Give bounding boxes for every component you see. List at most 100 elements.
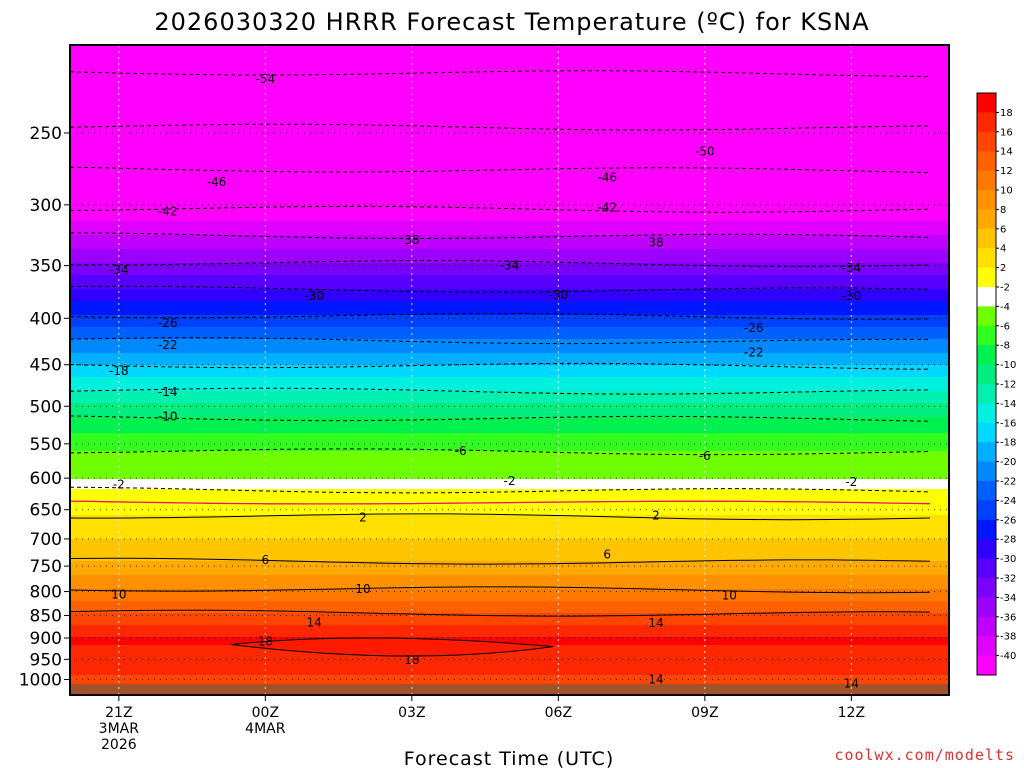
temperature-band xyxy=(70,107,949,110)
isotherm-line xyxy=(70,232,931,239)
contour-label: -14 xyxy=(158,385,178,399)
temperature-band xyxy=(70,315,949,318)
temperature-band xyxy=(70,187,949,190)
temperature-band xyxy=(70,509,949,512)
colorbar-segment xyxy=(977,597,996,618)
temperature-band xyxy=(70,663,949,666)
isotherm-contours xyxy=(70,70,931,657)
temperature-band xyxy=(70,605,949,608)
temperature-band xyxy=(70,271,949,274)
colorbar-segment xyxy=(977,364,996,385)
temperature-band xyxy=(70,435,949,438)
temperature-band xyxy=(70,321,949,324)
temperature-band xyxy=(70,485,949,488)
temperature-band xyxy=(70,519,949,522)
temperature-band xyxy=(70,527,949,530)
temperature-band xyxy=(70,383,949,386)
temperature-band xyxy=(70,541,949,544)
temperature-band xyxy=(70,507,949,510)
colorbar-tick-label: 18 xyxy=(1000,108,1013,119)
temperature-band xyxy=(70,189,949,192)
temperature-band xyxy=(70,279,949,282)
temperature-band xyxy=(70,653,949,656)
temperature-band xyxy=(70,199,949,202)
colorbar-segment xyxy=(977,287,996,307)
colorbar-segment xyxy=(977,500,996,521)
temperature-band xyxy=(70,295,949,298)
temperature-band xyxy=(70,447,949,450)
temperature-band xyxy=(70,639,949,642)
temperature-band xyxy=(70,611,949,614)
colorbar-segment xyxy=(977,209,996,230)
temperature-band xyxy=(70,139,949,142)
temperature-band xyxy=(70,625,949,628)
temperature-band xyxy=(70,561,949,564)
temperature-band xyxy=(70,47,949,50)
temperature-band xyxy=(70,361,949,364)
contour-label: -26 xyxy=(744,321,764,335)
temperature-band xyxy=(70,95,949,98)
contour-label: 38 xyxy=(404,233,419,247)
colorbar-tick-label: -20 xyxy=(1000,457,1016,468)
contour-label: -34 xyxy=(842,261,862,275)
contour-label: 14 xyxy=(648,673,663,687)
temperature-band xyxy=(70,497,949,500)
temperature-band xyxy=(70,121,949,124)
contour-label: -6 xyxy=(699,449,711,463)
colorbar-segment xyxy=(977,112,996,133)
contour-label: -18 xyxy=(109,364,129,378)
temperature-band xyxy=(70,135,949,138)
temperature-band xyxy=(70,677,949,680)
temperature-band xyxy=(70,85,949,88)
temperature-band xyxy=(70,151,949,154)
temperature-band xyxy=(70,503,949,506)
temperature-band xyxy=(70,511,949,514)
temperature-band xyxy=(70,367,949,370)
temperature-band xyxy=(70,385,949,388)
contour-label: -30 xyxy=(304,289,324,303)
colorbar-tick-label: -40 xyxy=(1000,651,1016,662)
y-tick-label: 950 xyxy=(30,650,62,670)
temperature-band xyxy=(70,201,949,204)
contour-label: -54 xyxy=(256,72,276,86)
isotherm-line xyxy=(70,205,931,213)
temperature-band xyxy=(70,439,949,442)
temperature-band xyxy=(70,465,949,468)
y-axis: 250 300 350 400 450 500 550 600 650 700 750 800 850 9… xyxy=(19,124,70,691)
temperature-band xyxy=(70,289,949,292)
temperature-band xyxy=(70,159,949,162)
temperature-band xyxy=(70,407,949,410)
temperature-band xyxy=(70,551,949,554)
temperature-band xyxy=(70,595,949,598)
temperature-band xyxy=(70,163,949,166)
temperature-band xyxy=(70,317,949,320)
temperature-band xyxy=(70,379,949,382)
colorbar-segment xyxy=(977,170,996,191)
contour-label: 6 xyxy=(262,553,270,567)
temperature-band xyxy=(70,63,949,66)
colorbar-tick-label: -28 xyxy=(1000,535,1016,546)
colorbar-tick-label: 10 xyxy=(1000,186,1013,197)
temperature-band xyxy=(70,591,949,594)
temperature-band xyxy=(70,331,949,334)
temperature-band xyxy=(70,347,949,350)
temperature-band xyxy=(70,263,949,266)
contour-label: 14 xyxy=(648,616,663,630)
temperature-band xyxy=(70,293,949,296)
contour-label: -34 xyxy=(109,263,129,277)
isotherm-line xyxy=(70,513,931,521)
x-tick-label: 2026 xyxy=(101,737,137,753)
temperature-band xyxy=(70,671,949,674)
colorbar-segment xyxy=(977,384,996,404)
temperature-band xyxy=(70,543,949,546)
temperature-band xyxy=(70,387,949,390)
colorbar-tick-label: 12 xyxy=(1000,166,1013,177)
temperature-band xyxy=(70,225,949,228)
temperature-band xyxy=(70,173,949,176)
temperature-band xyxy=(70,103,949,106)
time-gridlines xyxy=(118,45,852,695)
temperature-band xyxy=(70,219,949,222)
contour-label: -30 xyxy=(549,288,569,302)
temperature-band xyxy=(70,69,949,72)
colorbar-tick-label: 2 xyxy=(1000,263,1006,274)
